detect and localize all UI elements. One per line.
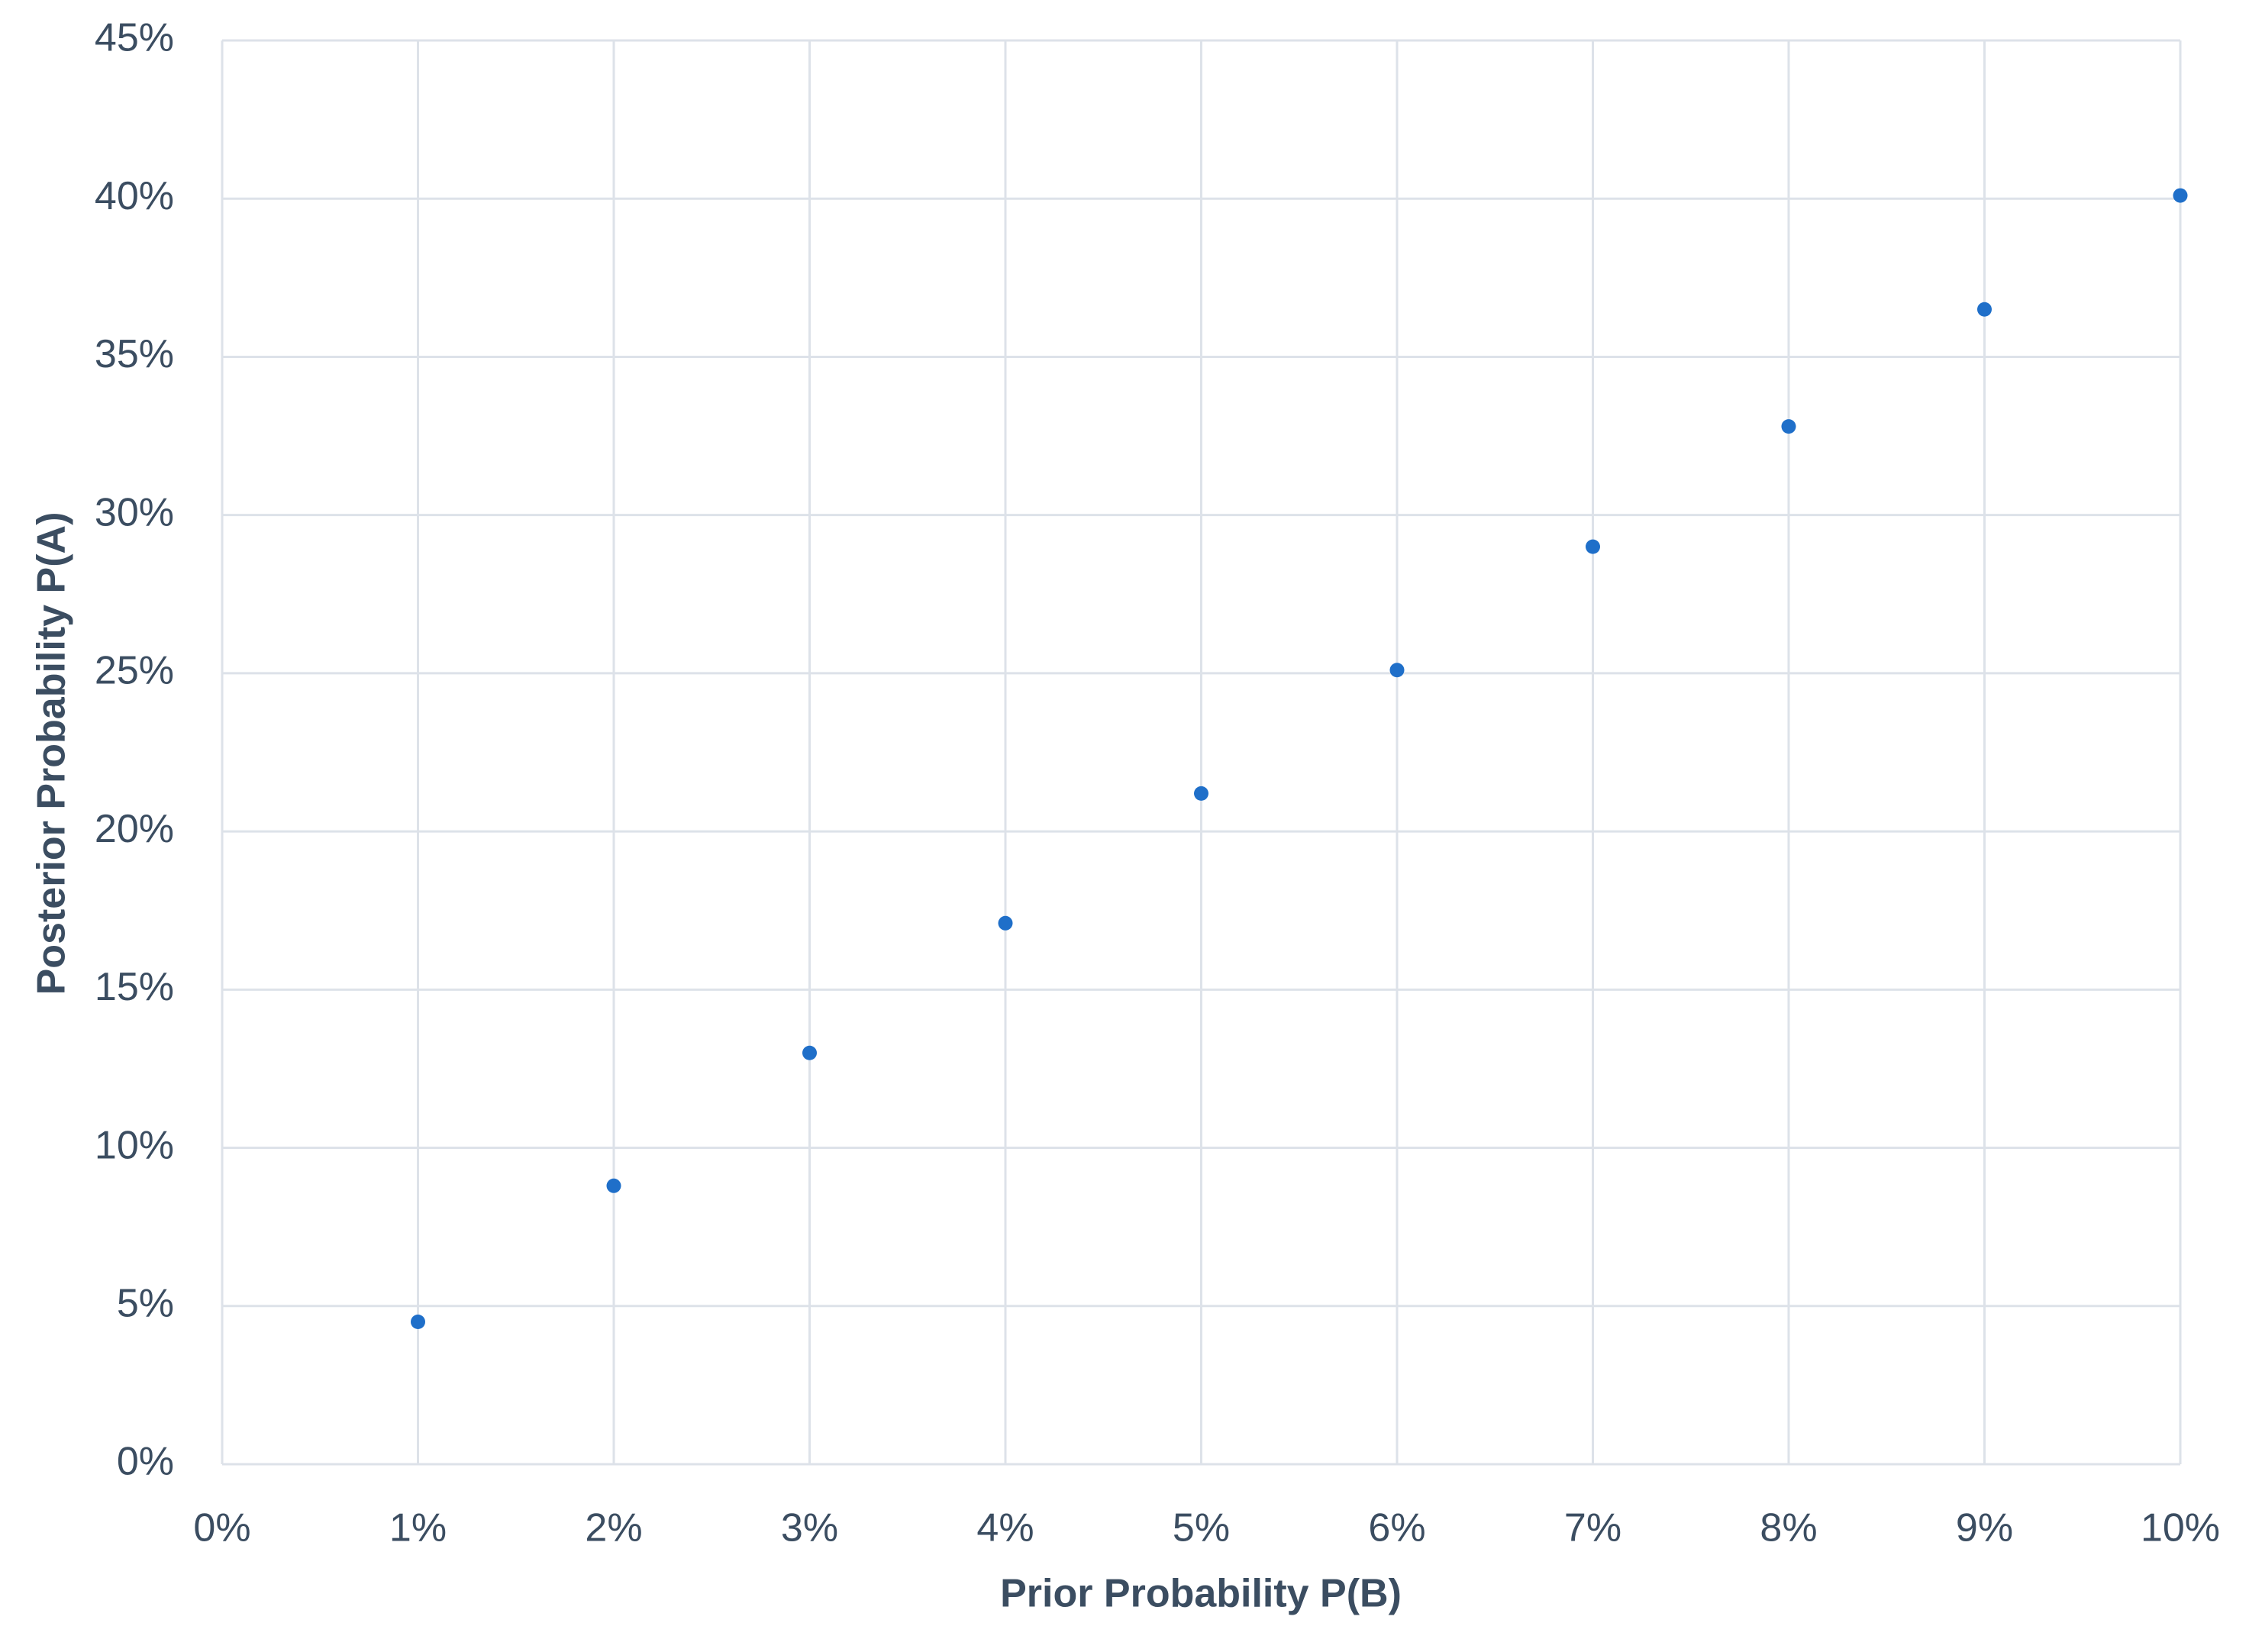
point <box>1389 663 1405 678</box>
x-tick-label: 9% <box>1956 1506 2013 1550</box>
x-tick-label: 4% <box>976 1506 1034 1550</box>
point <box>411 1315 425 1329</box>
point <box>802 1045 817 1060</box>
y-tick-label: 35% <box>95 332 174 376</box>
x-tick-label: 2% <box>585 1506 642 1550</box>
x-tick-label: 6% <box>1368 1506 1425 1550</box>
point <box>1194 786 1208 801</box>
point <box>606 1178 621 1193</box>
y-tick-label: 10% <box>95 1123 174 1167</box>
x-tick-label: 8% <box>1760 1506 1817 1550</box>
x-tick-label: 1% <box>389 1506 447 1550</box>
point <box>1781 419 1796 434</box>
x-tick-label: 7% <box>1564 1506 1621 1550</box>
y-tick-label: 40% <box>95 174 174 218</box>
y-axis-title: Posterior Probability P(A) <box>30 512 74 995</box>
point <box>2173 188 2188 203</box>
x-tick-label: 10% <box>2141 1506 2220 1550</box>
y-tick-label: 30% <box>95 490 174 534</box>
y-tick-label: 15% <box>95 965 174 1009</box>
x-tick-label: 0% <box>193 1506 250 1550</box>
point <box>1977 302 1992 317</box>
point <box>998 915 1013 931</box>
y-tick-label: 25% <box>95 649 174 693</box>
y-tick-label: 20% <box>95 807 174 851</box>
y-tick-label: 0% <box>117 1440 174 1484</box>
y-tick-label: 5% <box>117 1282 174 1326</box>
x-axis-title: Prior Probability P(B) <box>1000 1572 1402 1616</box>
x-tick-label: 3% <box>781 1506 838 1550</box>
x-tick-label: 5% <box>1173 1506 1230 1550</box>
point <box>1586 539 1600 554</box>
y-tick-label: 45% <box>95 16 174 60</box>
